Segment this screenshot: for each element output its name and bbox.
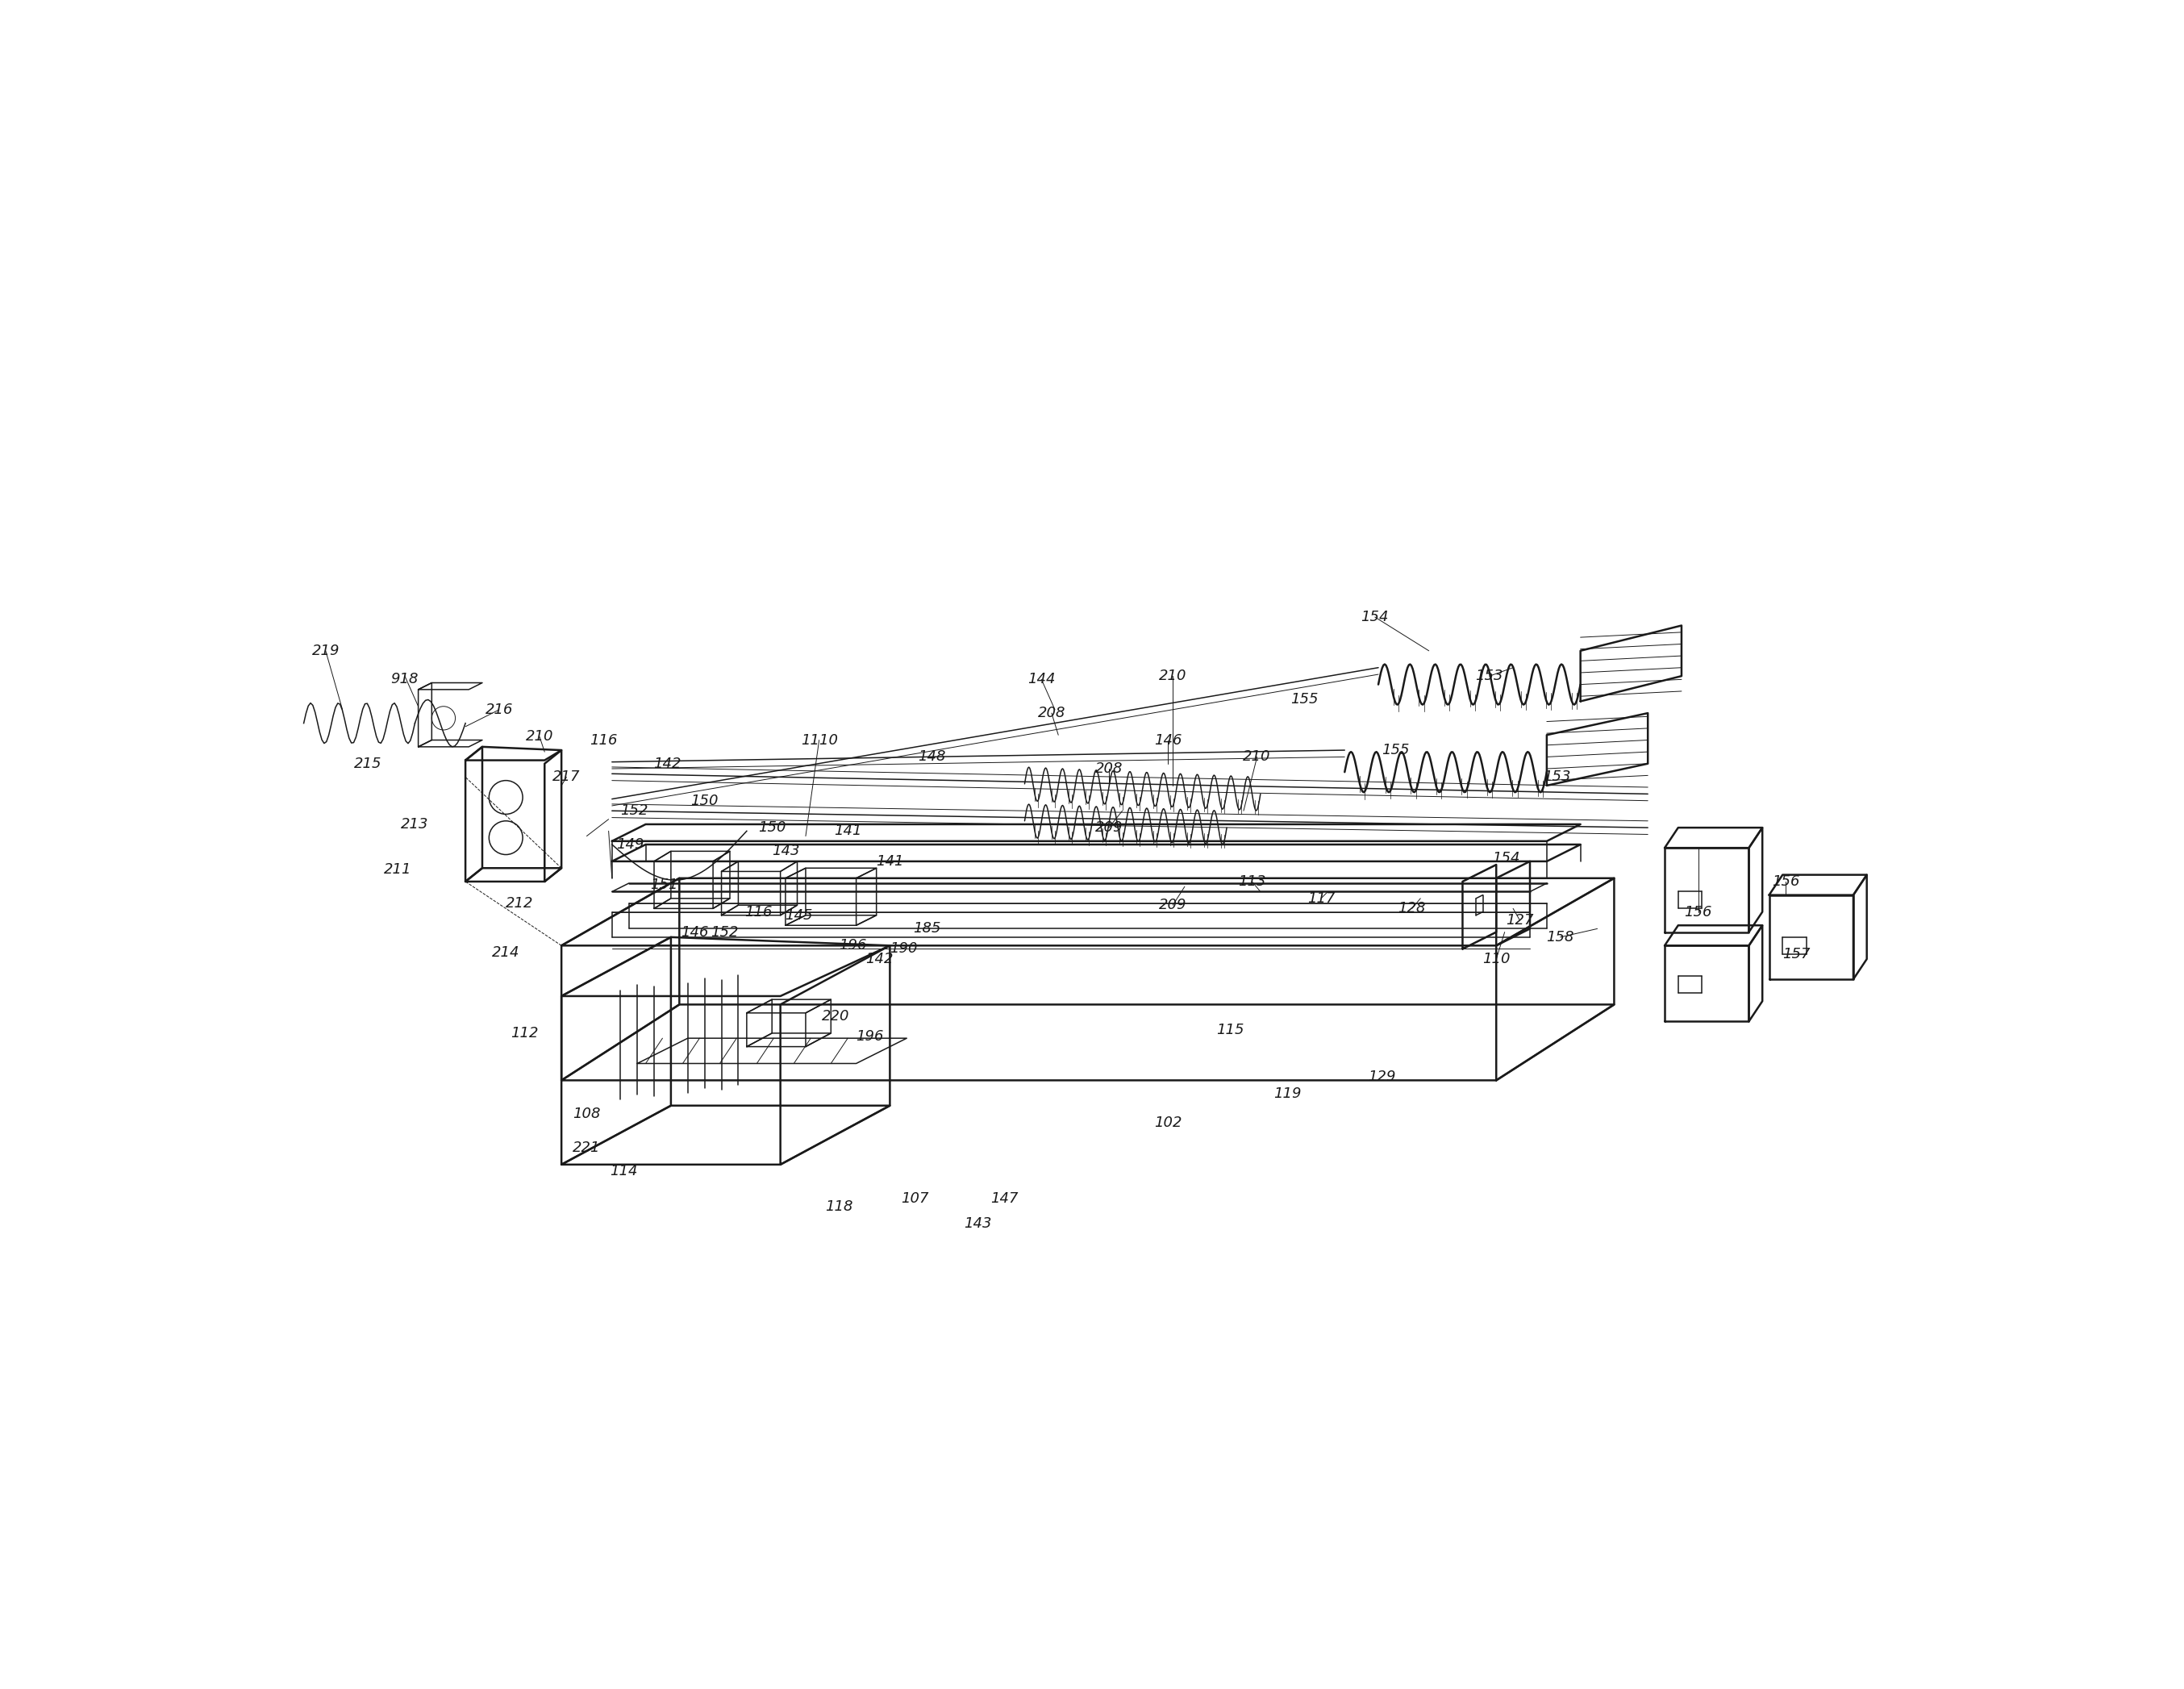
Text: 211: 211 [384,863,413,877]
Text: 210: 210 [1160,669,1186,684]
Text: 143: 143 [771,844,799,858]
Text: 154: 154 [1361,610,1389,625]
Text: 151: 151 [651,878,677,892]
Text: 208: 208 [1037,706,1066,721]
Text: 128: 128 [1398,902,1426,915]
Text: 152: 152 [712,926,738,939]
Text: 190: 190 [889,942,917,956]
Text: 154: 154 [1492,851,1520,865]
Text: 146: 146 [681,926,708,939]
Text: 210: 210 [526,730,553,743]
Text: 209: 209 [1094,821,1123,834]
Text: 213: 213 [402,817,428,831]
Text: 156: 156 [1771,875,1800,888]
Text: 214: 214 [491,946,520,959]
Text: 146: 146 [1153,733,1182,747]
Text: 212: 212 [505,897,533,910]
Text: 108: 108 [572,1106,601,1121]
Text: 217: 217 [553,770,581,784]
Text: 196: 196 [839,939,867,953]
Text: 220: 220 [821,1008,850,1024]
Text: 209: 209 [1160,899,1186,912]
Text: 142: 142 [653,757,681,770]
Text: 152: 152 [620,804,649,817]
Text: 216: 216 [485,703,513,718]
Text: 219: 219 [312,644,339,659]
Text: 127: 127 [1507,914,1533,927]
Text: 113: 113 [1238,875,1267,888]
Text: 144: 144 [1026,672,1055,687]
Text: 107: 107 [902,1191,928,1206]
Text: 148: 148 [917,750,946,763]
Text: 1110: 1110 [802,733,839,747]
Text: 215: 215 [354,757,382,770]
Text: 196: 196 [856,1029,885,1044]
Text: 114: 114 [609,1164,638,1179]
Text: 153: 153 [1542,770,1570,784]
Text: 116: 116 [745,905,773,919]
Text: 143: 143 [963,1216,992,1231]
Text: 115: 115 [1216,1022,1245,1037]
Text: 145: 145 [784,909,812,922]
Text: 158: 158 [1546,931,1575,944]
Text: 102: 102 [1153,1115,1182,1130]
Text: 117: 117 [1308,892,1334,905]
Text: 185: 185 [913,922,941,936]
Text: 142: 142 [865,953,893,966]
Text: 150: 150 [690,794,719,807]
Text: 150: 150 [758,821,786,834]
Text: 918: 918 [391,672,419,687]
Text: 112: 112 [511,1025,537,1040]
Text: 118: 118 [826,1199,854,1214]
Text: 119: 119 [1273,1086,1302,1101]
Text: 129: 129 [1367,1069,1396,1084]
Text: 147: 147 [992,1191,1018,1206]
Text: 141: 141 [876,855,904,868]
Text: 157: 157 [1782,948,1811,961]
Text: 221: 221 [572,1140,601,1155]
Text: 155: 155 [1380,743,1409,757]
Text: 153: 153 [1476,669,1503,684]
Text: 149: 149 [616,838,644,851]
Text: 116: 116 [590,733,618,747]
Text: 141: 141 [834,824,863,838]
Text: 155: 155 [1291,692,1319,708]
Text: 156: 156 [1684,905,1712,919]
Text: 210: 210 [1243,750,1271,763]
Text: 110: 110 [1483,953,1509,966]
Text: 208: 208 [1094,762,1123,775]
